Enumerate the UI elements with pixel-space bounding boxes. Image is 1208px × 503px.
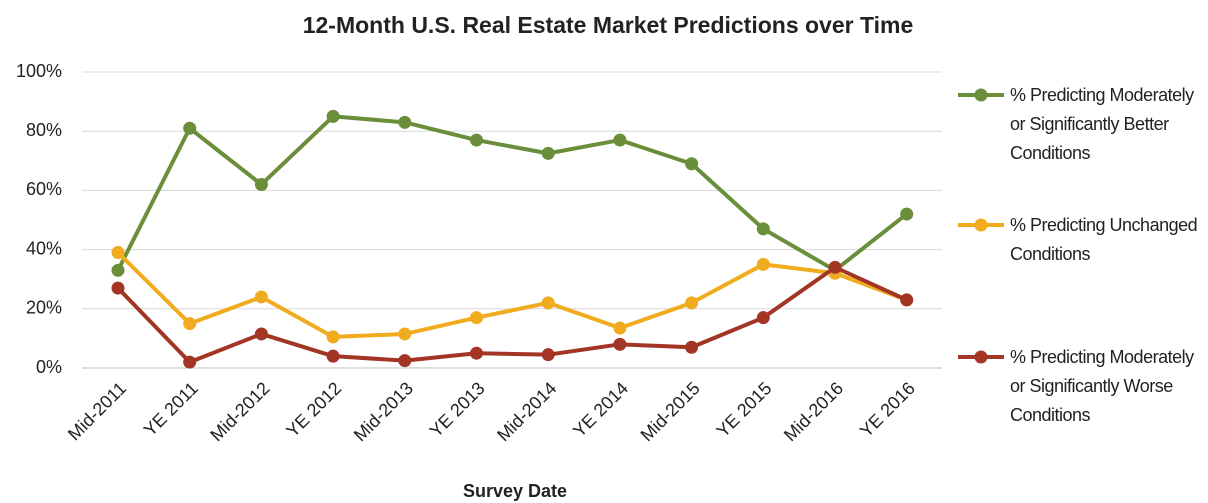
data-point — [541, 348, 555, 362]
chart-title: 12-Month U.S. Real Estate Market Predict… — [303, 12, 914, 38]
x-tick-label: YE 2012 — [282, 378, 345, 441]
data-point — [326, 349, 340, 363]
y-tick-label: 20% — [26, 298, 62, 318]
data-point — [183, 317, 197, 331]
data-point — [111, 246, 125, 260]
data-point — [756, 311, 770, 325]
data-point — [900, 207, 914, 221]
y-tick-label: 0% — [36, 357, 62, 377]
data-point — [756, 222, 770, 236]
legend-label: % Predicting Moderately or Significantly… — [1010, 85, 1194, 163]
data-point — [756, 257, 770, 271]
data-point — [111, 263, 125, 277]
data-point — [326, 330, 340, 344]
x-tick-label: YE 2016 — [856, 378, 919, 441]
data-point — [685, 296, 699, 310]
data-point — [541, 146, 555, 160]
data-point — [828, 260, 842, 274]
y-tick-label: 80% — [26, 120, 62, 140]
x-tick-label: Mid-2011 — [64, 378, 130, 444]
data-point — [685, 157, 699, 171]
x-tick-label: YE 2013 — [426, 378, 489, 441]
legend-marker — [974, 218, 988, 232]
data-point — [470, 311, 483, 325]
data-point — [613, 337, 627, 351]
data-point — [254, 290, 268, 304]
x-tick-label: Mid-2016 — [780, 378, 847, 445]
x-tick-label: Mid-2015 — [637, 378, 704, 445]
data-point — [613, 321, 627, 335]
legend-label: % Predicting Moderately or Significantly… — [1010, 347, 1194, 425]
y-tick-label: 60% — [26, 179, 62, 199]
data-point — [470, 346, 483, 360]
series-line — [116, 251, 908, 339]
data-point — [398, 327, 412, 341]
series-line — [116, 265, 908, 365]
legend-marker — [974, 88, 988, 102]
x-tick-label: YE 2014 — [569, 378, 632, 441]
x-tick-label: Mid-2012 — [206, 378, 273, 445]
x-tick-label: YE 2015 — [713, 378, 776, 441]
data-point — [541, 296, 555, 310]
data-point — [183, 121, 197, 135]
y-tick-label: 100% — [16, 61, 62, 81]
data-point — [111, 281, 125, 295]
data-point — [326, 109, 340, 123]
data-point — [613, 133, 627, 147]
data-point — [685, 340, 699, 354]
legend-marker — [974, 350, 988, 364]
data-point — [470, 133, 483, 147]
data-point — [254, 327, 268, 341]
data-point — [183, 355, 197, 369]
data-point — [398, 354, 412, 368]
y-tick-label: 40% — [26, 238, 62, 258]
legend-label: % Predicting Unchanged Conditions — [1010, 215, 1198, 264]
x-axis-label: Survey Date — [463, 481, 567, 501]
x-tick-label: Mid-2013 — [350, 378, 417, 445]
data-point — [254, 177, 268, 191]
x-tick-label: Mid-2014 — [493, 378, 560, 445]
x-tick-label: YE 2011 — [140, 378, 202, 440]
data-point — [398, 115, 412, 129]
series-line — [116, 114, 908, 273]
data-point — [900, 293, 914, 307]
